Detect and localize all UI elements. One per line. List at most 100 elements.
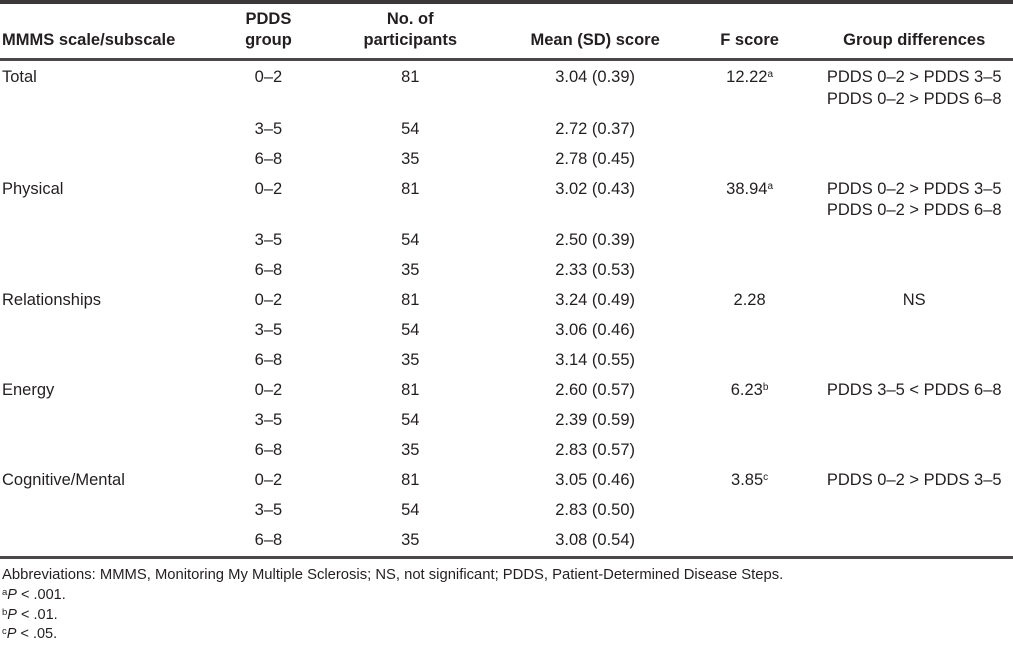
pvalue-note-b: bP < .01. (2, 606, 1013, 626)
f-score-value: 6.23 (730, 381, 763, 399)
mean-sd-cell: 3.04 (0.39) (555, 68, 636, 86)
f-score-cell (684, 346, 816, 376)
participants-cell: 81 (401, 68, 420, 86)
participants-cell: 35 (401, 441, 420, 459)
group-cell: 0–2 (254, 291, 283, 309)
group-cell: 6–8 (254, 149, 283, 168)
scale-cell (0, 115, 223, 145)
note-threshold: < .05. (16, 626, 58, 642)
note-threshold: < .01. (16, 606, 58, 623)
scale-cell: Relationships (2, 291, 102, 309)
header-pdds-line1: PDDS (245, 10, 292, 28)
group-cell: 3–5 (254, 231, 283, 249)
group-differences-cell (815, 526, 1013, 558)
header-pdds-line2: group (245, 31, 292, 49)
scale-cell (0, 346, 223, 376)
note-p-symbol: P (7, 606, 17, 623)
table-header: MMMS scale/subscale PDDS group No. of pa… (0, 2, 1013, 61)
f-score-superscript: a (767, 69, 774, 80)
group-differences-cell (815, 496, 1013, 526)
group-difference-line: PDDS 0–2 > PDDS 3–5 (826, 68, 1002, 86)
participants-cell: 81 (401, 381, 420, 399)
participants-cell: 81 (401, 179, 420, 198)
table-row: 3–5 54 3.06 (0.46) (0, 316, 1013, 346)
group-differences-cell (815, 145, 1013, 175)
table-row: Energy 0–2 81 2.60 (0.57) 6.23b PDDS 3–5… (0, 376, 1013, 406)
mean-sd-cell: 3.14 (0.55) (555, 351, 636, 369)
mean-sd-cell: 2.83 (0.57) (555, 441, 636, 459)
f-score-superscript: b (762, 382, 769, 393)
table-row: 3–5 54 2.83 (0.50) (0, 496, 1013, 526)
note-p-symbol: P (7, 587, 17, 603)
table-row: 6–8 35 3.14 (0.55) (0, 346, 1013, 376)
group-differences-cell: PDDS 3–5 < PDDS 6–8 (815, 376, 1013, 406)
f-score-cell (684, 406, 816, 436)
table-body: Total 0–2 81 3.04 (0.39) 12.22a PDDS 0–2… (0, 60, 1013, 558)
participants-cell: 35 (401, 351, 420, 369)
table-row: 3–5 54 2.39 (0.59) (0, 406, 1013, 436)
group-cell: 6–8 (254, 351, 283, 369)
group-cell: 6–8 (254, 441, 283, 459)
group-difference-line: PDDS 0–2 > PDDS 3–5 (826, 471, 1002, 489)
mean-sd-cell: 3.05 (0.46) (555, 471, 636, 489)
group-differences-cell: PDDS 0–2 > PDDS 3–5 (815, 466, 1013, 496)
group-difference-line: PDDS 0–2 > PDDS 6–8 (826, 89, 1002, 108)
group-differences-cell: PDDS 0–2 > PDDS 3–5 PDDS 0–2 > PDDS 6–8 (815, 60, 1013, 115)
table-row: 6–8 35 3.08 (0.54) (0, 526, 1013, 558)
note-p-symbol: P (6, 626, 17, 642)
participants-cell: 54 (401, 321, 420, 339)
f-score-cell (684, 145, 816, 175)
mean-sd-cell: 2.33 (0.53) (555, 261, 636, 279)
header-participants-line2: participants (363, 31, 458, 49)
scale-cell: Cognitive/Mental (2, 471, 125, 489)
scale-cell (0, 256, 223, 286)
participants-cell: 35 (401, 261, 420, 279)
f-score-cell: 12.22a (684, 60, 816, 115)
participants-cell: 54 (401, 501, 420, 519)
group-cell: 3–5 (254, 411, 283, 429)
participants-cell: 54 (401, 231, 420, 249)
group-difference-line: PDDS 0–2 > PDDS 3–5 (826, 179, 1002, 198)
group-differences-cell (815, 115, 1013, 145)
participants-cell: 54 (401, 119, 420, 138)
mean-sd-cell: 2.60 (0.57) (555, 381, 636, 399)
group-cell: 6–8 (254, 261, 283, 279)
f-score-cell: 2.28 (684, 286, 816, 316)
mean-sd-cell: 3.06 (0.46) (555, 321, 636, 339)
header-pdds-group: PDDS group (222, 2, 315, 61)
abbreviations-note: Abbreviations: MMMS, Monitoring My Multi… (2, 567, 784, 583)
f-score-cell (684, 226, 816, 256)
note-threshold: < .001. (16, 587, 66, 603)
group-differences-cell: PDDS 0–2 > PDDS 3–5 PDDS 0–2 > PDDS 6–8 (815, 175, 1013, 227)
participants-cell: 81 (401, 471, 420, 489)
table-row: 6–8 35 2.33 (0.53) (0, 256, 1013, 286)
mean-sd-cell: 3.08 (0.54) (555, 531, 636, 549)
scale-cell: Energy (2, 381, 55, 399)
header-f-score: F score (683, 2, 816, 61)
table-row: 6–8 35 2.78 (0.45) (0, 145, 1013, 175)
group-difference-line: PDDS 0–2 > PDDS 6–8 (826, 201, 1002, 219)
f-score-value: 2.28 (733, 291, 766, 309)
f-score-cell (684, 496, 816, 526)
f-score-superscript: a (767, 180, 774, 192)
f-score-value: 38.94 (726, 179, 768, 198)
table-row: 3–5 54 2.50 (0.39) (0, 226, 1013, 256)
mean-sd-cell: 2.83 (0.50) (555, 501, 636, 519)
f-score-value: 3.85 (731, 471, 764, 489)
table-row: 3–5 54 2.72 (0.37) (0, 115, 1013, 145)
header-scale: MMMS scale/subscale (0, 2, 223, 61)
table-row: Total 0–2 81 3.04 (0.39) 12.22a PDDS 0–2… (0, 60, 1013, 115)
f-score-cell (684, 115, 816, 145)
group-difference-line: NS (902, 291, 926, 309)
scale-cell: Physical (2, 179, 64, 198)
group-differences-cell (815, 256, 1013, 286)
group-cell: 0–2 (254, 68, 283, 86)
group-cell: 0–2 (254, 381, 283, 399)
participants-cell: 81 (401, 291, 420, 309)
table-row: Relationships 0–2 81 3.24 (0.49) 2.28 NS (0, 286, 1013, 316)
mean-sd-cell: 3.02 (0.43) (555, 179, 636, 198)
header-group-differences: Group differences (815, 2, 1013, 61)
f-score-cell: 38.94a (684, 175, 816, 227)
f-score-cell: 6.23b (684, 376, 816, 406)
